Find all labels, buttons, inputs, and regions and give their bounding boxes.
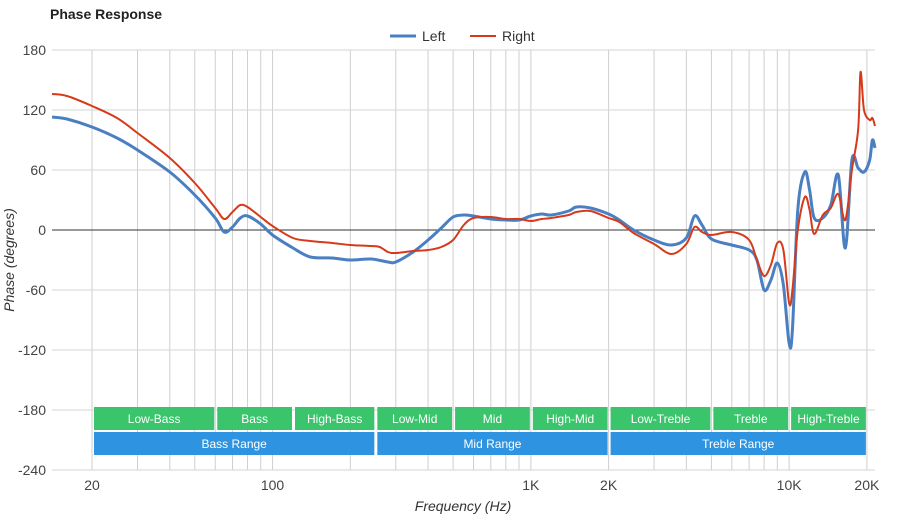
range-band-label: Bass [241, 412, 268, 426]
range-band-label: Bass Range [201, 437, 267, 451]
range-band [217, 407, 293, 430]
range-band [295, 407, 375, 430]
range-band [532, 407, 608, 430]
range-band-label: High-Treble [797, 412, 860, 426]
range-band [94, 407, 215, 430]
legend-label-left: Left [422, 28, 445, 44]
range-band-label: Low-Mid [392, 412, 437, 426]
y-tick-label: -120 [18, 342, 46, 358]
chart-title: Phase Response [50, 6, 163, 22]
range-band-label: Mid [483, 412, 502, 426]
series-line-left [51, 115, 877, 350]
x-tick-label: 20K [854, 477, 880, 493]
y-tick-label: 0 [38, 222, 46, 238]
y-tick-label: 180 [23, 42, 47, 58]
range-band-label: Low-Treble [631, 412, 691, 426]
range-band-label: Treble Range [702, 437, 775, 451]
range-band [94, 432, 375, 455]
x-tick-label: 2K [600, 477, 618, 493]
range-band [377, 432, 608, 455]
x-tick-label: 100 [261, 477, 285, 493]
y-tick-label: 60 [30, 162, 46, 178]
range-band [713, 407, 789, 430]
range-band-label: High-Bass [307, 412, 362, 426]
x-tick-label: 10K [777, 477, 803, 493]
series-line-right [51, 70, 876, 307]
x-tick-label: 1K [522, 477, 540, 493]
range-band-label: Low-Bass [128, 412, 181, 426]
y-axis-title: Phase (degrees) [1, 208, 17, 312]
y-tick-label: 120 [23, 102, 47, 118]
y-tick-label: -180 [18, 402, 46, 418]
range-band [791, 407, 866, 430]
range-band [455, 407, 530, 430]
x-axis-title: Frequency (Hz) [415, 498, 511, 514]
range-band [610, 432, 866, 455]
range-band-label: Treble [734, 412, 768, 426]
range-band-label: High-Mid [546, 412, 594, 426]
y-tick-label: -60 [26, 282, 46, 298]
x-tick-label: 20 [84, 477, 100, 493]
range-band [610, 407, 711, 430]
y-tick-label: -240 [18, 462, 46, 478]
range-band [377, 407, 453, 430]
legend-label-right: Right [502, 28, 535, 44]
range-band-label: Mid Range [463, 437, 521, 451]
